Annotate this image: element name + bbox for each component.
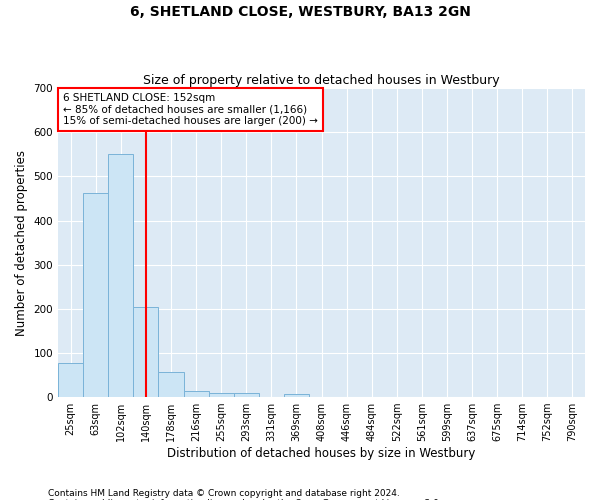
- Y-axis label: Number of detached properties: Number of detached properties: [15, 150, 28, 336]
- Text: Contains public sector information licensed under the Open Government Licence v3: Contains public sector information licen…: [48, 498, 442, 500]
- Text: 6, SHETLAND CLOSE, WESTBURY, BA13 2GN: 6, SHETLAND CLOSE, WESTBURY, BA13 2GN: [130, 5, 470, 19]
- Text: 6 SHETLAND CLOSE: 152sqm
← 85% of detached houses are smaller (1,166)
15% of sem: 6 SHETLAND CLOSE: 152sqm ← 85% of detach…: [64, 93, 318, 126]
- Bar: [83, 193, 108, 397]
- Bar: [158, 372, 184, 397]
- X-axis label: Distribution of detached houses by size in Westbury: Distribution of detached houses by size …: [167, 447, 476, 460]
- Bar: [209, 393, 233, 397]
- Bar: [108, 154, 133, 397]
- Bar: [284, 394, 309, 397]
- Bar: [233, 393, 259, 397]
- Bar: [58, 362, 83, 397]
- Text: Contains HM Land Registry data © Crown copyright and database right 2024.: Contains HM Land Registry data © Crown c…: [48, 488, 400, 498]
- Title: Size of property relative to detached houses in Westbury: Size of property relative to detached ho…: [143, 74, 500, 87]
- Bar: [184, 391, 209, 397]
- Bar: [133, 307, 158, 397]
